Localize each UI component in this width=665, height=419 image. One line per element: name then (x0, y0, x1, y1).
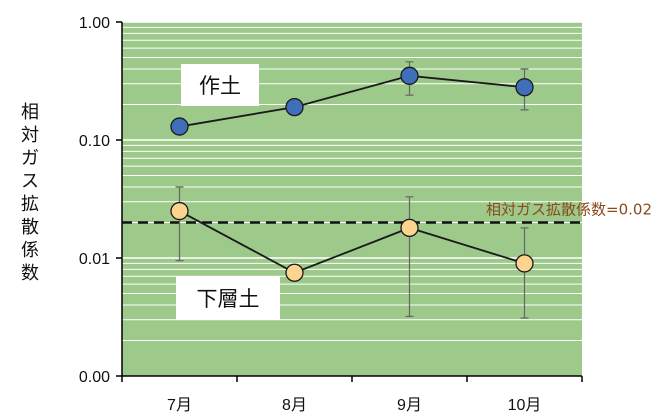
y-axis-label: 相対ガス拡散係数 (21, 102, 39, 284)
series-label: 下層土 (197, 287, 260, 311)
series-label-box (176, 276, 280, 320)
data-point (515, 78, 534, 97)
reference-line-label: 相対ガス拡散係数=0.02 (486, 200, 652, 218)
y-label-char: ガ (21, 148, 39, 169)
y-label-char: 相 (21, 102, 39, 123)
data-point (170, 201, 189, 221)
data-point (170, 117, 189, 136)
x-tick-labels: 7月 8月 9月 10月 (167, 397, 541, 414)
x-tick-label: 10月 (508, 397, 542, 414)
axes (116, 21, 583, 382)
reference-line-group: 相対ガス拡散係数=0.02 (122, 200, 652, 224)
y-tick-label: 0.10 (79, 133, 110, 150)
y-label-char: 対 (21, 125, 39, 146)
data-point (285, 263, 304, 282)
x-tick-label: 7月 (167, 397, 192, 414)
y-label-char: ス (21, 171, 39, 192)
y-tick-label: 0.00 (79, 369, 110, 386)
x-tick-label: 9月 (397, 397, 422, 414)
y-label-char: 係 (21, 240, 39, 261)
y-label-char: 拡 (21, 194, 39, 215)
series-line (179, 210, 525, 274)
series-line (179, 74, 525, 128)
series-label-box (181, 64, 259, 106)
y-tick-labels: 1.00 0.10 0.01 0.00 (79, 15, 110, 386)
series-label: 作土 (199, 74, 241, 98)
y-label-char: 散 (21, 217, 39, 238)
data-point (285, 97, 304, 117)
x-tick-label: 8月 (282, 397, 307, 414)
data-point (515, 254, 534, 273)
y-tick-label: 0.01 (79, 251, 110, 268)
y-label-char: 数 (21, 263, 39, 284)
data-point (400, 66, 419, 85)
series-group (170, 61, 534, 319)
data-point (400, 218, 419, 238)
y-tick-label: 1.00 (79, 15, 110, 32)
